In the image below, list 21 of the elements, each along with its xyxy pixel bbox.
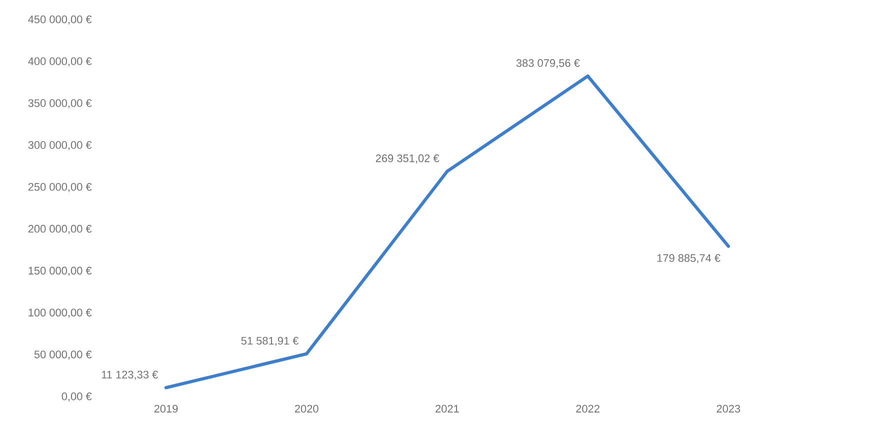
x-tick-label: 2019 [154, 404, 178, 413]
y-tick-label: 350 000,00 € [28, 99, 92, 108]
y-tick-label: 50 000,00 € [34, 350, 92, 360]
data-label: 11 123,33 € [102, 370, 158, 380]
data-label: 51 581,91 € [241, 336, 299, 346]
data-label: 269 351,02 € [376, 154, 440, 164]
x-tick-label: 2021 [436, 404, 459, 413]
line-series [164, 74, 730, 390]
y-tick-label: 0,00 € [62, 392, 92, 402]
y-tick-label: 300 000,00 € [28, 141, 92, 150]
x-tick-label: 2023 [716, 404, 740, 413]
y-tick-label: 100 000,00 € [28, 308, 92, 318]
y-tick-label: 200 000,00 € [28, 224, 92, 234]
x-tick-label: 2020 [294, 404, 318, 413]
y-tick-label: 450 000,00 € [28, 15, 92, 25]
y-tick-label: 400 000,00 € [28, 57, 92, 66]
x-tick-label: 2022 [576, 404, 600, 413]
y-tick-label: 150 000,00 € [28, 266, 92, 276]
data-label: 383 079,56 € [516, 59, 580, 68]
data-label: 179 885,74 € [657, 254, 720, 264]
y-tick-label: 250 000,00 € [28, 183, 92, 192]
